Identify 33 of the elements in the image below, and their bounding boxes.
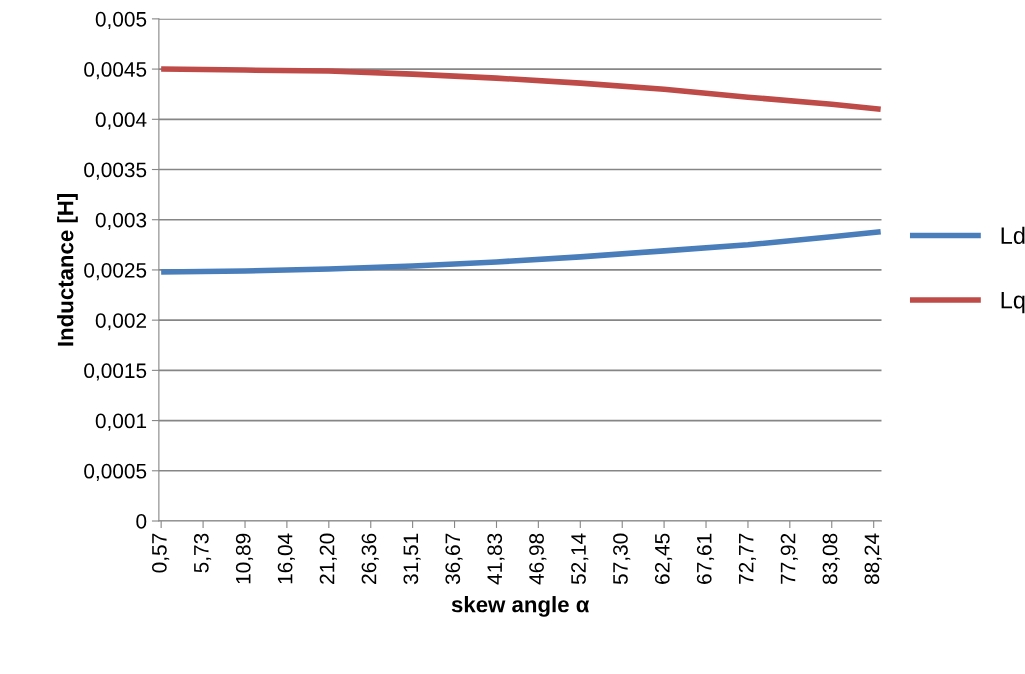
x-tick-label: 41,83 [487, 533, 505, 585]
x-axis-title: skew angle α [451, 596, 590, 617]
x-tick-label: 16,04 [277, 533, 295, 584]
x-tick-label: 5,73 [193, 533, 212, 573]
y-tick-label: 0,003 [95, 212, 147, 230]
y-tick-label: 0,004 [95, 112, 147, 130]
x-tick-label: 62,45 [654, 533, 673, 584]
x-tick-label: 72,77 [738, 533, 757, 584]
legend-label: Ld [1001, 226, 1025, 245]
x-tick-label: 46,98 [529, 533, 547, 585]
x-tick-label: 0,57 [151, 533, 170, 573]
x-tick-label: 83,08 [822, 533, 840, 585]
y-axis-title: Inductance [H] [57, 194, 78, 346]
y-tick-label: 0,0005 [84, 463, 147, 481]
x-tick-label: 67,61 [696, 533, 715, 584]
y-tick-label: 0,0015 [84, 363, 147, 381]
y-tick-label: 0,0025 [84, 262, 147, 281]
y-tick-label: 0,005 [95, 11, 147, 30]
x-tick-label: 31,51 [403, 533, 421, 585]
y-tick-label: 0,002 [95, 313, 147, 331]
x-tick-label: 88,24 [864, 533, 882, 585]
y-tick-label: 0,001 [95, 413, 147, 431]
x-tick-label: 21,20 [319, 533, 337, 584]
x-tick-label: 52,14 [571, 533, 589, 585]
x-tick-label: 10,89 [235, 533, 254, 584]
y-tick-label: 0,0045 [84, 62, 147, 80]
x-tick-label: 57,30 [613, 533, 631, 585]
x-tick-label: 77,92 [780, 533, 798, 584]
legend-label: Lq [1001, 292, 1025, 314]
x-tick-label: 26,36 [361, 533, 379, 584]
y-tick-label: 0,0035 [84, 162, 147, 180]
y-tick-label: 0 [136, 514, 147, 529]
x-tick-label: 36,67 [445, 533, 463, 585]
